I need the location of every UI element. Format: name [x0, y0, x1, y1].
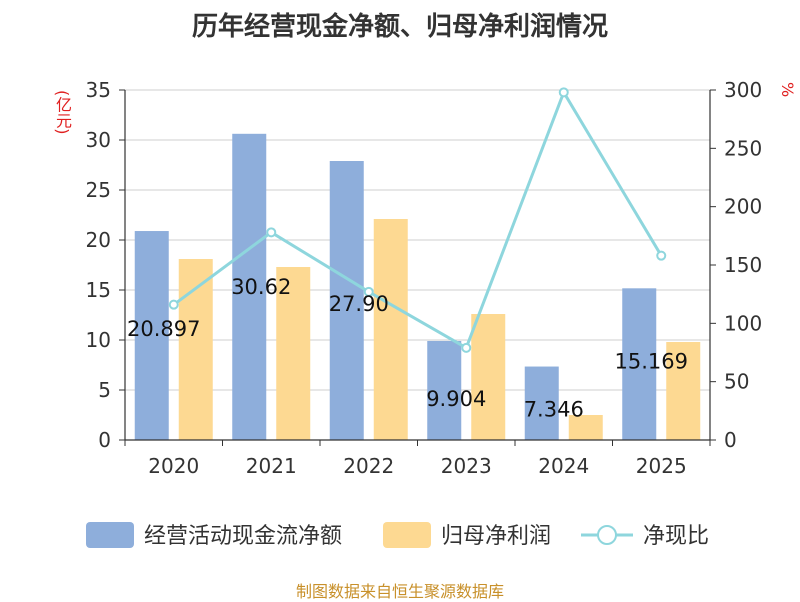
x-axis-tick-label: 2020: [148, 454, 199, 478]
bar-data-label: 9.904: [426, 387, 486, 411]
bar-data-label: 30.62: [231, 275, 291, 299]
ratio-point: [266, 227, 277, 238]
left-axis-tick-label: 30: [86, 128, 111, 152]
bar-data-label: 27.90: [329, 292, 389, 316]
cash-flow-bar: [134, 231, 169, 440]
ratio-line-path: [172, 88, 663, 351]
ratio-line: [168, 87, 667, 353]
legend-net-profit-label: 归母净利润: [441, 524, 551, 549]
right-axis-tick-label: 0: [724, 428, 737, 452]
right-axis-tick-label: 250: [724, 136, 762, 160]
cash-flow-bar: [427, 340, 462, 440]
x-axis-tick-label: 2023: [441, 454, 492, 478]
ratio-point: [461, 342, 472, 353]
x-axis-tick-label: 2025: [636, 454, 687, 478]
legend-ratio-swatch-marker: [597, 525, 617, 545]
ratio-point: [558, 87, 569, 98]
ratio-point: [168, 299, 179, 310]
bar-data-label: 7.346: [524, 398, 584, 422]
data-labels: 20.897 30.62 27.90 9.904 7.346 15.169: [127, 275, 688, 422]
right-axis-unit-label: %: [778, 82, 797, 98]
right-axis-tick-label: 150: [724, 253, 762, 277]
left-axis-tick-label: 25: [86, 178, 111, 202]
grid-lines: [125, 89, 710, 441]
legend-cash-flow-label: 经营活动现金流净额: [144, 524, 342, 549]
right-axis-tick-label: 300: [724, 78, 762, 102]
legend-ratio-label: 净现比: [643, 524, 709, 549]
left-axis-tick-label: 35: [86, 78, 111, 102]
bar-data-label: 15.169: [615, 349, 688, 373]
cash-flow-bar: [329, 161, 364, 440]
chart-title: 历年经营现金净额、归母净利润情况: [191, 12, 608, 42]
bars: [134, 133, 701, 441]
legend: 经营活动现金流净额 归母净利润 净现比: [86, 522, 709, 549]
net-profit-bar: [666, 342, 701, 440]
cash-flow-bar: [232, 133, 267, 441]
x-axis-tick-label: 2024: [538, 454, 589, 478]
x-axis-tick-label: 2022: [343, 454, 394, 478]
left-axis-tick-label: 10: [86, 328, 111, 352]
left-axis-tick-label: 15: [86, 278, 111, 302]
net-profit-bar: [471, 314, 506, 440]
right-axis-tick-label: 50: [724, 370, 749, 394]
cash-flow-bar: [524, 366, 559, 440]
right-axis-tick-label: 200: [724, 195, 762, 219]
cash-flow-bar: [622, 288, 657, 440]
left-axis-tick-label: 5: [98, 378, 111, 402]
left-axis-tick-label: 20: [86, 228, 111, 252]
x-axis-tick-label: 2021: [246, 454, 297, 478]
net-profit-bar: [373, 219, 408, 440]
right-axis-tick-label: 100: [724, 311, 762, 335]
ratio-point: [656, 250, 667, 261]
net-profit-bar: [276, 267, 311, 440]
legend-net-profit-swatch: [383, 522, 431, 548]
source-note: 制图数据来自恒生聚源数据库: [295, 582, 504, 601]
left-axis-unit-label: (亿元): [53, 90, 72, 135]
net-profit-bar: [568, 415, 603, 440]
net-profit-bar: [178, 259, 213, 440]
bar-data-label: 20.897: [127, 317, 200, 341]
ratio-point: [363, 286, 374, 297]
left-axis-tick-label: 0: [98, 428, 111, 452]
legend-cash-flow-swatch: [86, 522, 134, 548]
